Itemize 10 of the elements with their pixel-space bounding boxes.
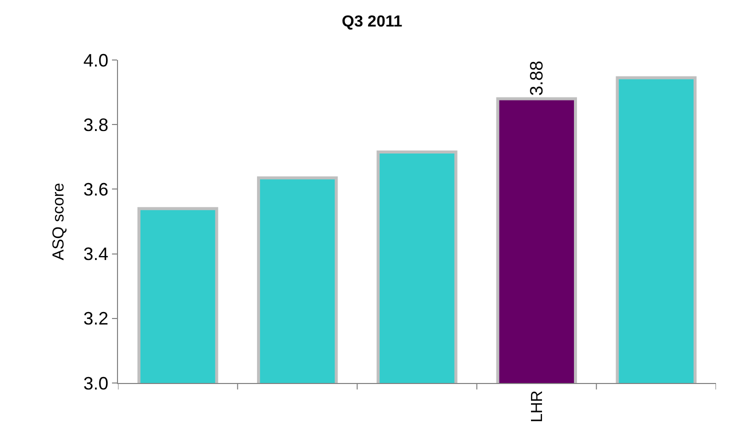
y-tick-label: 3.4 [83,244,108,264]
y-tick-label: 3.6 [83,180,108,200]
x-tick-label: LHR [528,390,546,422]
chart-title: Q3 2011 [342,14,402,31]
y-tick-label: 4.0 [83,50,108,70]
y-tick-label: 3.2 [83,308,108,329]
y-tick-label: 3.0 [83,373,108,394]
data-label: 3.88 [526,60,547,96]
y-tick-label: 3.8 [83,114,108,135]
y-axis-title: ASQ score [50,182,68,260]
